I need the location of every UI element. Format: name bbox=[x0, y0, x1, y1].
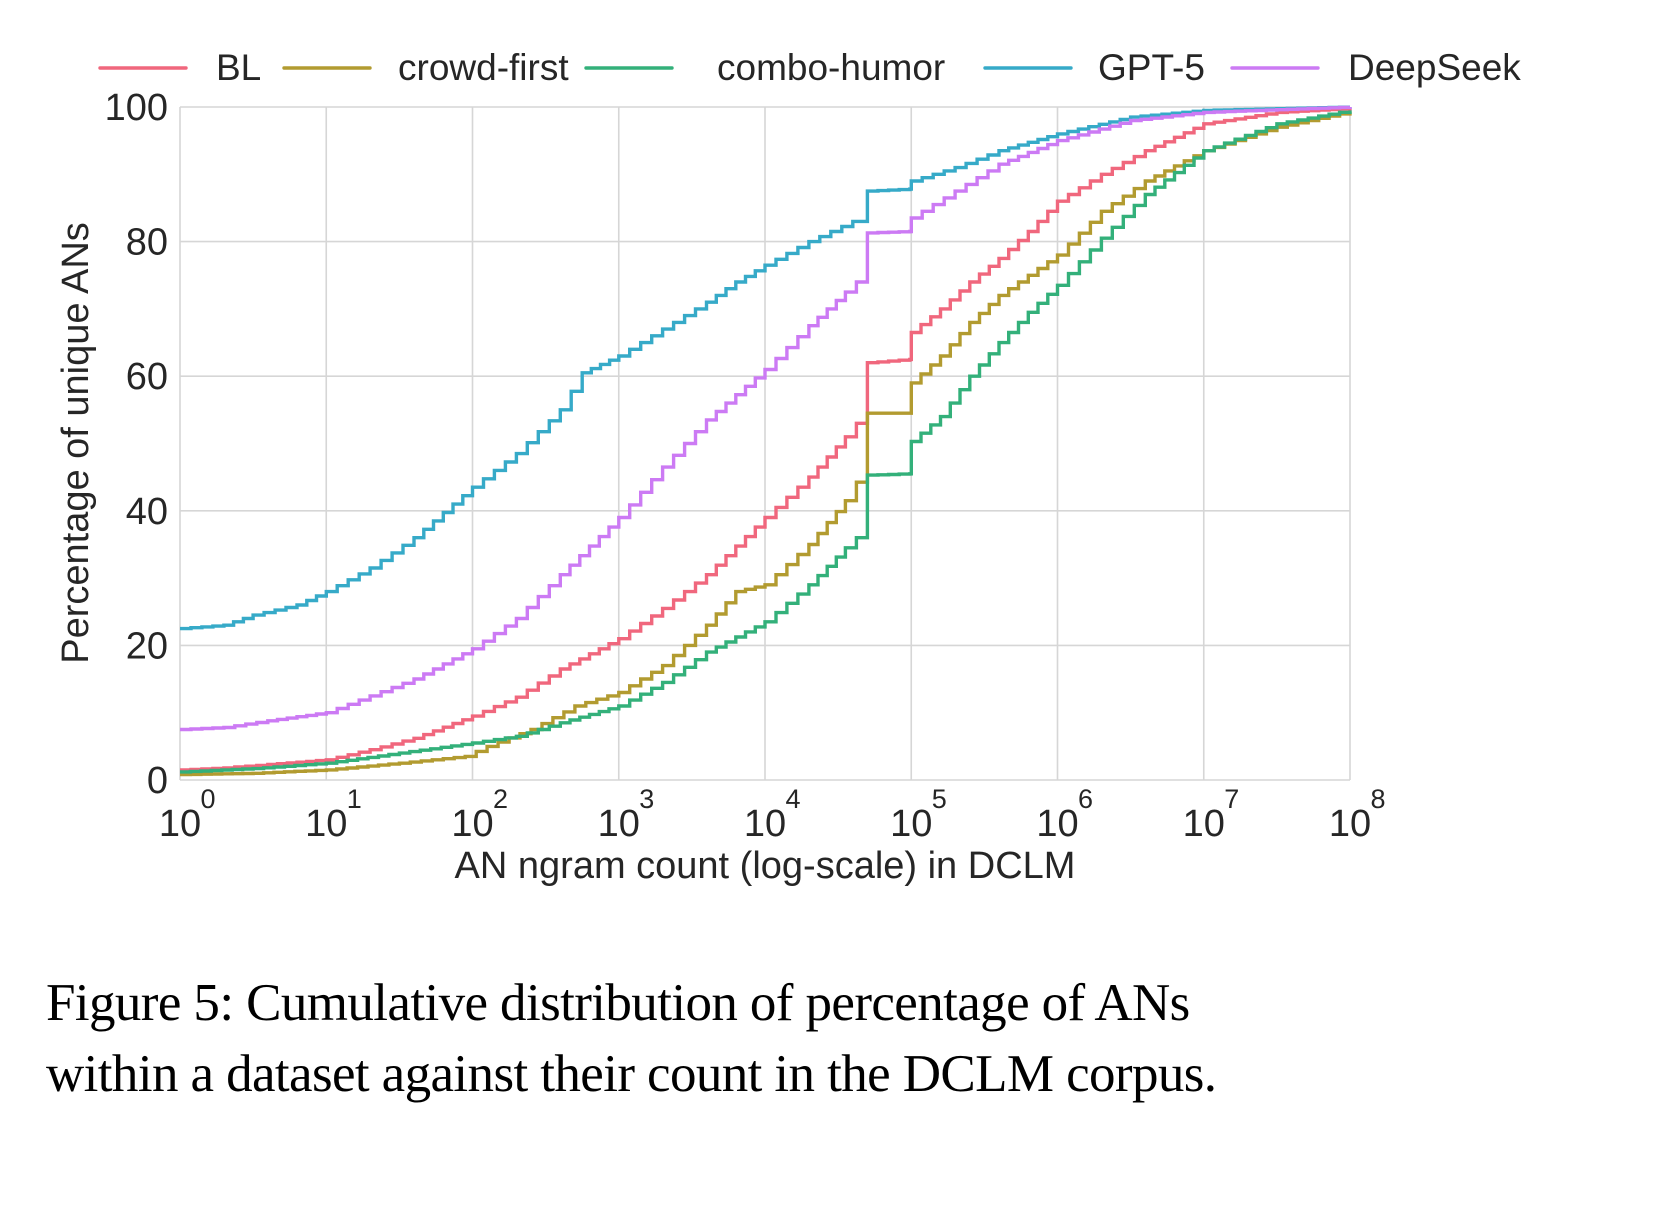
series-line-gpt-5 bbox=[180, 105, 1352, 631]
x-tick-base: 10 bbox=[1036, 803, 1078, 845]
legend-label: combo-humor bbox=[717, 47, 945, 88]
series-line-crowd-first bbox=[180, 111, 1352, 777]
legend-item: crowd-first bbox=[282, 47, 569, 88]
x-tick-label: 108 bbox=[1329, 784, 1386, 845]
series-line-combo-humor bbox=[180, 110, 1352, 774]
x-tick-base: 10 bbox=[451, 803, 493, 845]
y-tick-label: 40 bbox=[126, 491, 168, 533]
x-tick-label: 104 bbox=[744, 784, 801, 845]
legend-label: crowd-first bbox=[398, 47, 569, 88]
grid bbox=[179, 106, 1351, 781]
x-tick-exponent: 4 bbox=[785, 784, 800, 814]
y-tick-label: 80 bbox=[126, 222, 168, 264]
x-tick-exponent: 1 bbox=[347, 784, 362, 814]
legend-item: GPT-5 bbox=[983, 47, 1205, 88]
x-tick-base: 10 bbox=[1183, 803, 1225, 845]
x-tick-base: 10 bbox=[305, 803, 347, 845]
x-tick-exponent: 5 bbox=[932, 784, 947, 814]
x-tick-exponent: 6 bbox=[1078, 784, 1093, 814]
x-tick-label: 102 bbox=[451, 784, 508, 845]
x-tick-label: 103 bbox=[598, 784, 655, 845]
y-tick-label: 100 bbox=[105, 87, 168, 129]
y-axis-label: Percentage of unique ANs bbox=[55, 222, 97, 664]
legend: BL crowd-first combo-humor GPT-5 DeepSeek bbox=[98, 47, 1521, 88]
x-tick-base: 10 bbox=[744, 803, 786, 845]
series-line-deepseek bbox=[180, 105, 1352, 732]
series-line-bl bbox=[180, 107, 1352, 772]
y-tick-label: 20 bbox=[126, 625, 168, 667]
caption-line-1: Figure 5: Cumulative distribution of per… bbox=[46, 974, 1190, 1032]
x-tick-label: 101 bbox=[305, 784, 362, 845]
figure-caption: Figure 5: Cumulative distribution of per… bbox=[46, 968, 1646, 1110]
y-tick-label: 60 bbox=[126, 356, 168, 398]
x-tick-base: 10 bbox=[890, 803, 932, 845]
y-tick-label: 0 bbox=[147, 760, 168, 802]
x-tick-base: 10 bbox=[1329, 803, 1371, 845]
caption-line-2: within a dataset against their count in … bbox=[46, 1045, 1217, 1103]
x-tick-label: 106 bbox=[1036, 784, 1093, 845]
x-tick-exponent: 0 bbox=[200, 784, 215, 814]
x-tick-exponent: 3 bbox=[639, 784, 654, 814]
legend-item: BL bbox=[98, 47, 261, 88]
x-tick-exponent: 2 bbox=[493, 784, 508, 814]
x-tick-label: 105 bbox=[890, 784, 947, 845]
x-tick-label: 100 bbox=[159, 784, 216, 845]
x-tick-base: 10 bbox=[159, 803, 201, 845]
legend-label: GPT-5 bbox=[1098, 47, 1205, 88]
y-tick-labels: 0 20 40 60 80 100 bbox=[105, 87, 168, 802]
series-lines bbox=[180, 105, 1352, 777]
legend-label: DeepSeek bbox=[1348, 47, 1521, 88]
x-tick-exponent: 8 bbox=[1370, 784, 1385, 814]
legend-item: DeepSeek bbox=[1230, 47, 1521, 88]
legend-item: combo-humor bbox=[584, 47, 945, 88]
x-tick-base: 10 bbox=[598, 803, 640, 845]
legend-label: BL bbox=[216, 47, 261, 88]
x-tick-label: 107 bbox=[1183, 784, 1240, 845]
x-tick-exponent: 7 bbox=[1224, 784, 1239, 814]
x-axis-label: AN ngram count (log-scale) in DCLM bbox=[455, 845, 1076, 887]
